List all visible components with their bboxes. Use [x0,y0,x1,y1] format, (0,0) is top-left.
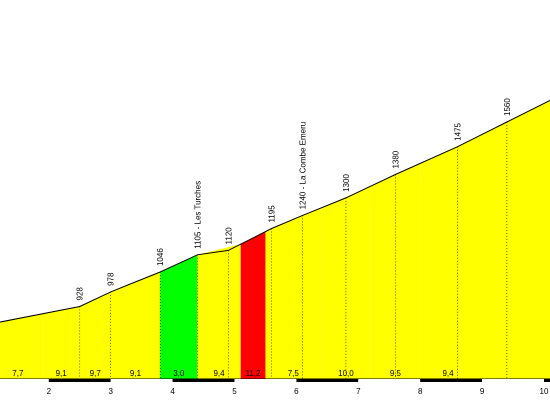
km-tick-label: 10 [540,387,549,396]
gradient-segment [42,306,80,379]
gradient-label: 9,1 [56,369,68,378]
altitude-label: 1475 [453,122,462,140]
altitude-label: 1195 [268,205,277,223]
gradient-segment [0,313,43,379]
gradient-label: 9,5 [390,369,402,378]
gradient-segments [0,100,550,379]
km-tick-label: 7 [356,387,361,396]
km-tick-label: 3 [108,387,113,396]
km-band [482,379,544,382]
altitude-label: 1380 [391,150,400,168]
gradient-segment [475,100,550,379]
gradient-label: 9,4 [442,369,454,378]
km-band [420,379,483,382]
km-band [0,379,49,382]
gradient-label: 7,5 [288,369,300,378]
altitude-label: 1240 - La Combe Emeru [299,122,308,210]
km-band [544,379,550,382]
altitude-label: 1560 [503,98,512,116]
profile-outline [0,99,550,323]
gradient-label: 11,2 [246,369,262,378]
km-tick-label: 9 [480,387,485,396]
altitude-labels: 820870 - Lachat92897810461105 - Les Turc… [76,98,512,301]
distance-axis: 2 3 4 5 6 7 8 9 10 [0,378,550,396]
gradient-label: 9,4 [213,369,225,378]
altitude-label: 978 [107,272,116,286]
altitude-label: 1105 - Les Turches [193,181,202,249]
altitude-label: 1300 [342,174,351,192]
gradient-label: 9,7 [90,369,102,378]
gradient-segment [240,231,266,379]
km-band [172,379,235,382]
gradient-segment [420,137,476,379]
km-tick-label: 8 [418,387,423,396]
gradient-segment [160,254,198,379]
altitude-label: 1046 [156,248,165,266]
km-band [110,379,173,382]
altitude-label: 1120 [224,227,233,245]
altitude-label: 928 [76,287,85,301]
gradient-label: 7,7 [12,369,24,378]
gradient-segment [79,291,111,379]
gradient-segment [197,244,241,379]
km-band [358,379,421,382]
gradient-label: 10,0 [338,369,354,378]
segment-dividers [79,122,508,379]
gradient-segment [265,207,322,379]
gradient-labels: 8,37,79,19,79,13,09,411,27,510,09,59,4 [12,369,454,378]
km-band [296,379,359,382]
gradient-label: 3,0 [173,369,185,378]
gradient-label: 9,1 [130,369,142,378]
km-tick-label: 2 [47,387,52,396]
km-tick-label: 4 [170,387,175,396]
km-tick-label: 6 [294,387,299,396]
km-tick-label: 5 [232,387,237,396]
km-band [234,379,297,382]
km-band [48,379,111,382]
gradient-segment [110,272,161,379]
